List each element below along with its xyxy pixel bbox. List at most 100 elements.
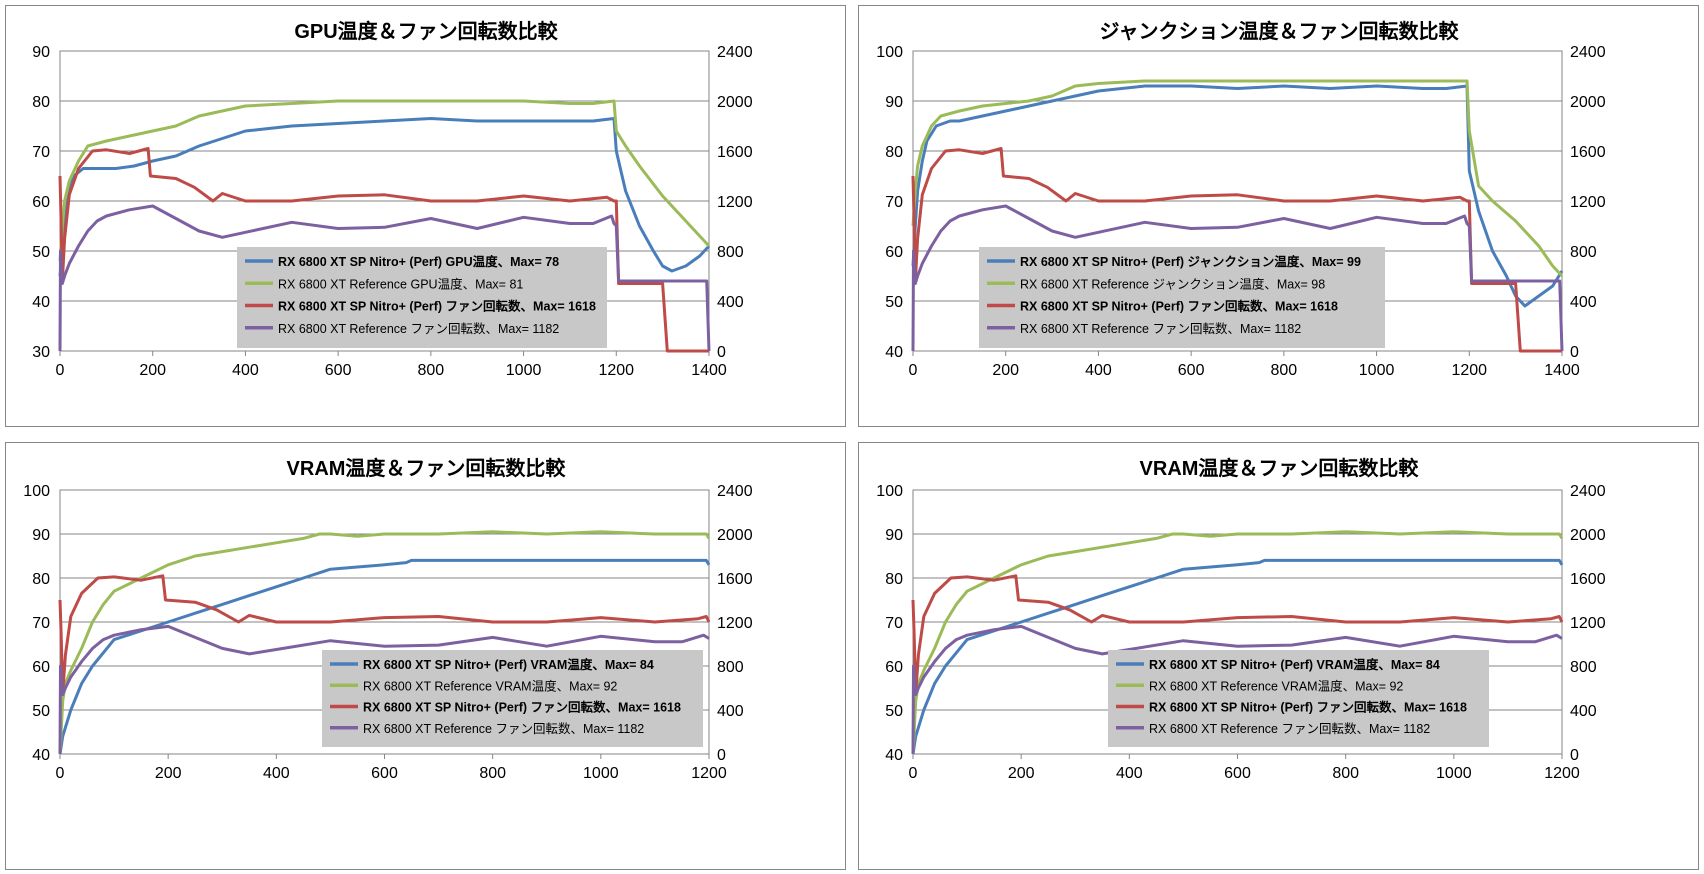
y-tick-label: 90 [885,94,903,111]
y-tick-label: 100 [876,44,903,61]
y2-tick-label: 2400 [1570,483,1606,500]
y2-tick-label: 400 [717,703,744,720]
y-tick-label: 80 [885,144,903,161]
y2-tick-label: 400 [1570,703,1597,720]
series-line-3 [911,574,1564,695]
x-tick-label: 1400 [691,362,727,379]
y2-tick-label: 1200 [1570,194,1606,211]
y2-tick-label: 400 [717,294,744,311]
y-tick-label: 40 [32,294,50,311]
y2-tick-label: 1200 [717,615,753,632]
x-tick-label: 400 [232,362,259,379]
chart-title: VRAM温度＆ファン回転数比較 [1140,456,1420,480]
y-tick-label: 60 [885,244,903,261]
series-line-4 [58,204,711,352]
chart-panel-vram-1: VRAM温度＆ファン回転数比較 40 50 60 70 80 90 100 0 400 800 12… [5,442,846,870]
x-tick-label: 1000 [1359,362,1395,379]
x-tick-label: 200 [992,362,1019,379]
y-tick-label: 80 [885,571,903,588]
legend-label: RX 6800 XT Reference ファン回転数、Max= 1182 [1149,721,1430,736]
y-tick-label: 80 [32,94,50,111]
y-tick-label: 50 [885,294,903,311]
y2-tick-label: 1600 [717,144,753,161]
series-line-2 [58,99,711,262]
y-tick-label: 100 [876,483,903,500]
y2-tick-label: 1600 [717,571,753,588]
y2-tick-label: 0 [1570,344,1579,361]
legend-label: RX 6800 XT Reference ファン回転数、Max= 1182 [363,721,644,736]
y-tick-label: 80 [32,571,50,588]
legend-box [237,247,607,348]
x-tick-label: 400 [263,765,290,782]
legend-label: RX 6800 XT SP Nitro+ (Perf) ファン回転数、Max= … [363,700,681,715]
y-tick-label: 90 [32,527,50,544]
x-tick-label: 600 [1224,765,1251,782]
legend-label: RX 6800 XT SP Nitro+ (Perf) ファン回転数、Max= … [278,299,596,314]
chart-panel-vram-2: VRAM温度＆ファン回転数比較 40 50 60 70 80 90 100 0 400 800 12… [858,442,1699,870]
legend-label: RX 6800 XT SP Nitro+ (Perf) ファン回転数、Max= … [1149,700,1467,715]
legend-box [322,650,703,747]
y2-tick-label: 2400 [717,483,753,500]
x-tick-label: 0 [909,765,918,782]
x-tick-label: 1200 [598,362,634,379]
y-tick-label: 70 [885,194,903,211]
legend-label: RX 6800 XT SP Nitro+ (Perf) VRAM温度、Max= … [363,657,654,672]
y-tick-label: 30 [32,344,50,361]
x-tick-label: 400 [1116,765,1143,782]
y-tick-label: 50 [885,703,903,720]
y2-tick-label: 0 [717,747,726,764]
y-tick-label: 100 [23,483,50,500]
series-line-4 [911,624,1563,755]
x-tick-label: 800 [479,765,506,782]
y2-tick-label: 2000 [717,94,753,111]
chart-panel-junction: ジャンクション温度＆ファン回転数比較 40 50 60 70 80 90 100 0 400 80… [858,5,1699,427]
series-line-2 [58,530,711,755]
y2-tick-label: 400 [1570,294,1597,311]
y2-tick-label: 2000 [1570,527,1606,544]
series-line-3 [58,147,709,353]
x-tick-label: 800 [1271,362,1298,379]
y-tick-label: 60 [32,194,50,211]
legend-label: RX 6800 XT Reference ファン回転数、Max= 1182 [1020,321,1301,336]
series-line-1 [58,558,711,755]
series-line-4 [58,624,710,755]
y2-tick-label: 2400 [717,44,753,61]
x-tick-label: 200 [155,765,182,782]
x-tick-label: 1200 [1451,362,1487,379]
y-tick-label: 70 [885,615,903,632]
y2-tick-label: 2000 [717,527,753,544]
y2-tick-label: 1200 [1570,615,1606,632]
x-tick-label: 0 [56,765,65,782]
x-tick-label: 600 [325,362,352,379]
y-tick-label: 70 [32,144,50,161]
x-tick-label: 1000 [506,362,542,379]
y-tick-label: 60 [32,659,50,676]
y-tick-label: 90 [885,527,903,544]
y2-tick-label: 800 [717,244,744,261]
y2-tick-label: 2400 [1570,44,1606,61]
y-tick-label: 60 [885,659,903,676]
series-line-1 [911,84,1564,308]
series-line-3 [911,147,1562,353]
y2-tick-label: 1600 [1570,144,1606,161]
legend-label: RX 6800 XT SP Nitro+ (Perf) ジャンクション温度、Ma… [1020,254,1361,269]
y2-tick-label: 1200 [717,194,753,211]
y-tick-label: 50 [32,703,50,720]
x-tick-label: 400 [1085,362,1112,379]
x-tick-label: 200 [139,362,166,379]
series-line-1 [911,558,1564,755]
legend-box [1108,650,1489,747]
series-line-3 [58,574,711,695]
y-tick-label: 40 [32,747,50,764]
legend-label: RX 6800 XT Reference VRAM温度、Max= 92 [1149,678,1403,693]
legend-label: RX 6800 XT SP Nitro+ (Perf) ファン回転数、Max= … [1020,299,1338,314]
chart-title: ジャンクション温度＆ファン回転数比較 [1100,19,1460,43]
y-tick-label: 70 [32,615,50,632]
series-line-2 [911,530,1564,755]
y2-tick-label: 2000 [1570,94,1606,111]
y2-tick-label: 800 [1570,244,1597,261]
y2-tick-label: 1600 [1570,571,1606,588]
y2-tick-label: 0 [717,344,726,361]
x-tick-label: 0 [56,362,65,379]
x-tick-label: 0 [909,362,918,379]
